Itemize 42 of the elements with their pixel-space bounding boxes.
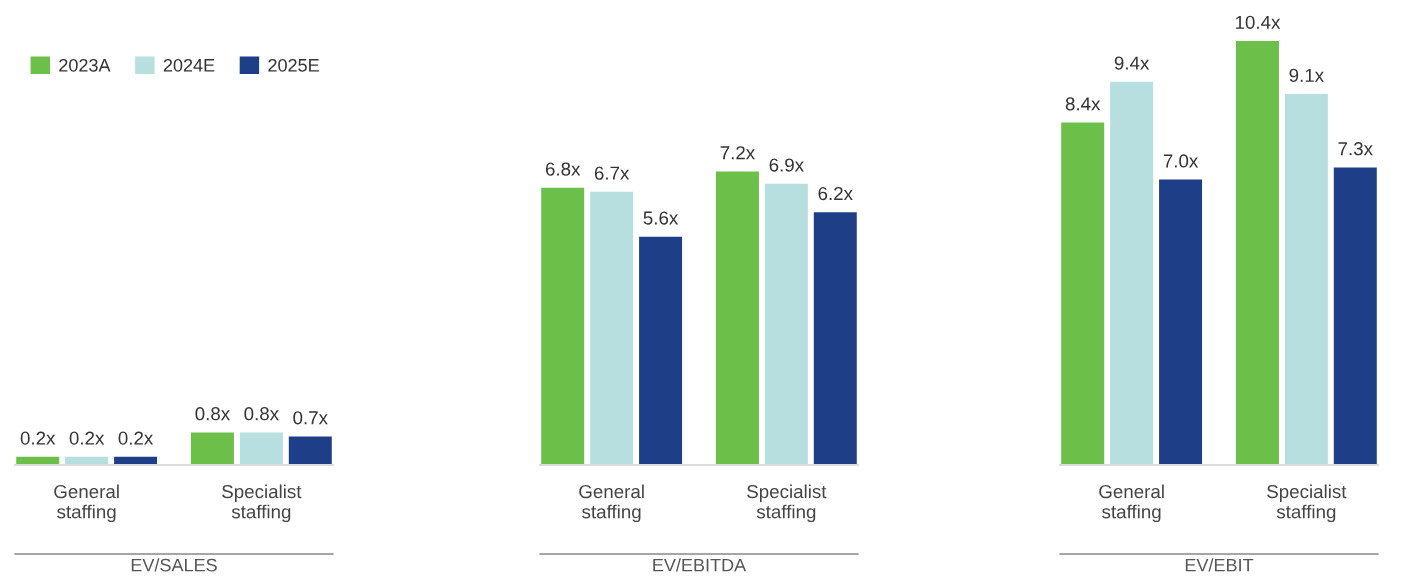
- data-label: 7.0x: [1163, 154, 1199, 168]
- x-tick-label: Specialist staffing: [222, 484, 302, 523]
- data-label: 0.2x: [69, 431, 105, 445]
- bar: [1061, 122, 1105, 465]
- data-label: 9.1x: [1289, 68, 1324, 82]
- bar: [639, 236, 683, 465]
- data-label: 9.4x: [1114, 56, 1150, 70]
- data-label: 10.4x: [1235, 15, 1281, 29]
- legend-label: 2023A: [59, 58, 111, 72]
- x-tick-label: Specialist staffing: [1267, 484, 1347, 523]
- x-tick-label: Specialist staffing: [747, 484, 827, 523]
- data-label: 6.8x: [545, 162, 581, 176]
- data-label: 8.4x: [1065, 97, 1101, 111]
- data-label: 0.7x: [293, 411, 328, 425]
- bar: [1110, 81, 1154, 465]
- bar: [1235, 41, 1279, 465]
- data-label: 7.3x: [1338, 142, 1373, 156]
- bar: [715, 171, 759, 465]
- data-label: 6.2x: [818, 186, 853, 201]
- data-label: 0.8x: [195, 407, 230, 421]
- bar: [590, 191, 634, 465]
- data-label: 6.9x: [769, 158, 804, 172]
- bar: [541, 187, 585, 465]
- data-label: 0.2x: [118, 431, 154, 445]
- bar: [1284, 94, 1328, 465]
- data-label: 0.2x: [20, 431, 56, 445]
- bar: [813, 212, 857, 465]
- data-label: 6.7x: [594, 166, 630, 180]
- bar: [1159, 179, 1203, 465]
- legend-label: 2024E: [163, 58, 215, 72]
- data-label: 7.2x: [720, 146, 755, 160]
- data-label: 0.8x: [244, 407, 279, 421]
- x-axis-title: EV/SALES: [131, 558, 217, 572]
- bar: [764, 183, 808, 465]
- x-tick-label: General staffing: [1099, 484, 1164, 523]
- legend-label: 2025E: [268, 58, 319, 72]
- bar: [1333, 167, 1377, 465]
- x-axis-title: EV/EBITDA: [653, 558, 747, 572]
- data-label: 5.6x: [643, 211, 679, 225]
- x-tick-label: General staffing: [579, 484, 644, 523]
- x-tick-label: General staffing: [54, 484, 119, 523]
- x-axis-title: EV/EBIT: [1185, 558, 1254, 572]
